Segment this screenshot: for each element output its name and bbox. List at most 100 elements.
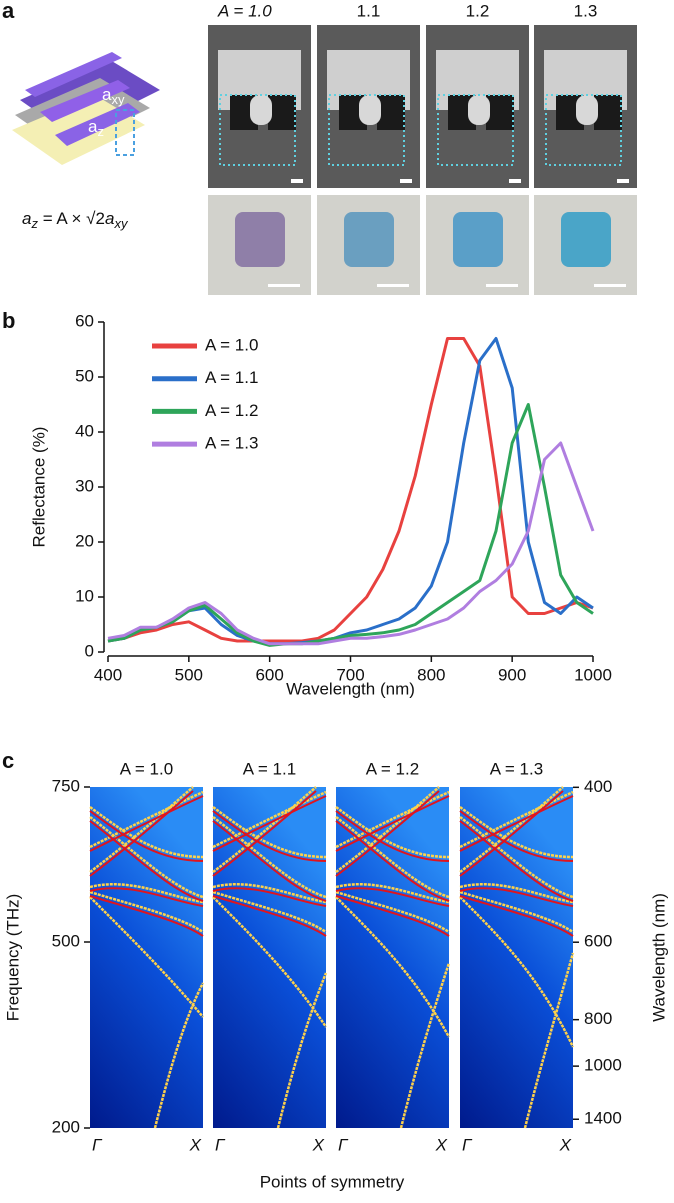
unit-cell (328, 94, 405, 166)
band-line (335, 820, 450, 902)
y-tick-label: 50 (75, 366, 94, 385)
x-tick-label: Γ (215, 1135, 226, 1154)
band-line (399, 962, 451, 1129)
band-line (212, 810, 327, 862)
y2-axis-label: Wavelength (nm) (649, 893, 668, 1022)
x-tick-label: 1000 (574, 665, 612, 684)
band-line (335, 883, 450, 904)
band-line (212, 816, 327, 899)
column-label: 1.1 (357, 1, 381, 20)
optical-pixel (561, 212, 611, 267)
sub: z (30, 216, 38, 231)
panel-label: b (2, 308, 15, 333)
band-line (459, 810, 574, 862)
x-tick-label: 600 (255, 665, 283, 684)
y-tick-label: 0 (85, 641, 94, 660)
sem-pillar (468, 95, 490, 125)
legend-label: A = 1.1 (205, 368, 258, 387)
band-line (276, 972, 328, 1129)
x-tick-label: Γ (92, 1135, 103, 1154)
legend-label: A = 1.3 (205, 434, 258, 453)
eq: = A × √2 (38, 209, 105, 228)
band-line (89, 790, 204, 849)
y-tick-label: 750 (52, 776, 80, 795)
band-line (89, 883, 204, 904)
line-series (107, 337, 594, 643)
sem-hole (486, 95, 514, 130)
band-line (459, 895, 574, 937)
y2-tick-label: 800 (584, 1009, 612, 1028)
legend-label: A = 1.2 (205, 401, 258, 420)
panel-title: A = 1.1 (243, 759, 296, 778)
var: a (102, 85, 112, 104)
sem-pillar (250, 95, 272, 125)
legend-label: A = 1.0 (205, 335, 258, 354)
y-tick-label: 60 (75, 311, 94, 330)
x-tick-label: Γ (338, 1135, 349, 1154)
x-tick-label: X (189, 1135, 202, 1154)
band-line (335, 790, 450, 849)
band-line (89, 816, 204, 899)
sub: z (97, 124, 104, 139)
band-line (459, 790, 574, 849)
y2-tick-label: 400 (584, 777, 612, 796)
band-line (89, 786, 194, 873)
y-axis-label: Reflectance (%) (29, 427, 48, 548)
band-line (335, 790, 440, 877)
x-tick-label: 700 (336, 665, 364, 684)
unit-cell (545, 94, 622, 166)
band-line (459, 786, 564, 873)
panel-title: A = 1.0 (120, 759, 173, 778)
band-line (335, 896, 451, 1038)
band-line (212, 887, 327, 907)
line-series (107, 403, 594, 647)
band-line (459, 795, 574, 852)
band-line (89, 810, 204, 862)
line-series (107, 441, 595, 646)
band-line (335, 895, 450, 937)
band-line (153, 982, 205, 1129)
unit-cell (219, 94, 296, 166)
band-line (335, 805, 450, 859)
optical-pixel (344, 212, 394, 267)
scale-bar (617, 179, 629, 183)
scale-bar (594, 284, 626, 287)
band-panel (90, 787, 203, 1128)
sub: xy (113, 216, 129, 231)
sem-hole (377, 95, 405, 130)
band-line (335, 887, 450, 907)
scale-bar (377, 284, 409, 287)
column-label: 1.3 (574, 1, 598, 20)
band-line (523, 952, 575, 1129)
y-tick-label: 40 (75, 421, 94, 440)
band-line (459, 896, 575, 1048)
x-tick-label: Γ (462, 1135, 473, 1154)
band-line (89, 896, 204, 1018)
band-line (212, 895, 327, 937)
scale-bar (509, 179, 521, 183)
band-line (212, 786, 317, 873)
optical-pixel (453, 212, 503, 267)
optical-pixel (235, 212, 285, 267)
band-panel (213, 787, 326, 1128)
sem-hole (594, 95, 622, 130)
band-line (89, 795, 204, 852)
var: a (105, 209, 114, 228)
band-line (335, 786, 440, 873)
band-line (212, 795, 327, 852)
panel-title: A = 1.3 (490, 759, 543, 778)
band-line (89, 820, 204, 902)
formula: az = A × √2axy (22, 209, 129, 231)
x-tick-label: 800 (417, 665, 445, 684)
band-line (89, 790, 194, 877)
panel-label: a (2, 0, 15, 23)
column-label: A = 1.0 (217, 1, 272, 20)
y-tick-label: 20 (75, 531, 94, 550)
band-line (459, 790, 564, 877)
band-line (212, 820, 327, 902)
band-line (89, 887, 204, 907)
band-line (212, 883, 327, 904)
band-line (335, 816, 450, 899)
band-line (459, 883, 574, 904)
